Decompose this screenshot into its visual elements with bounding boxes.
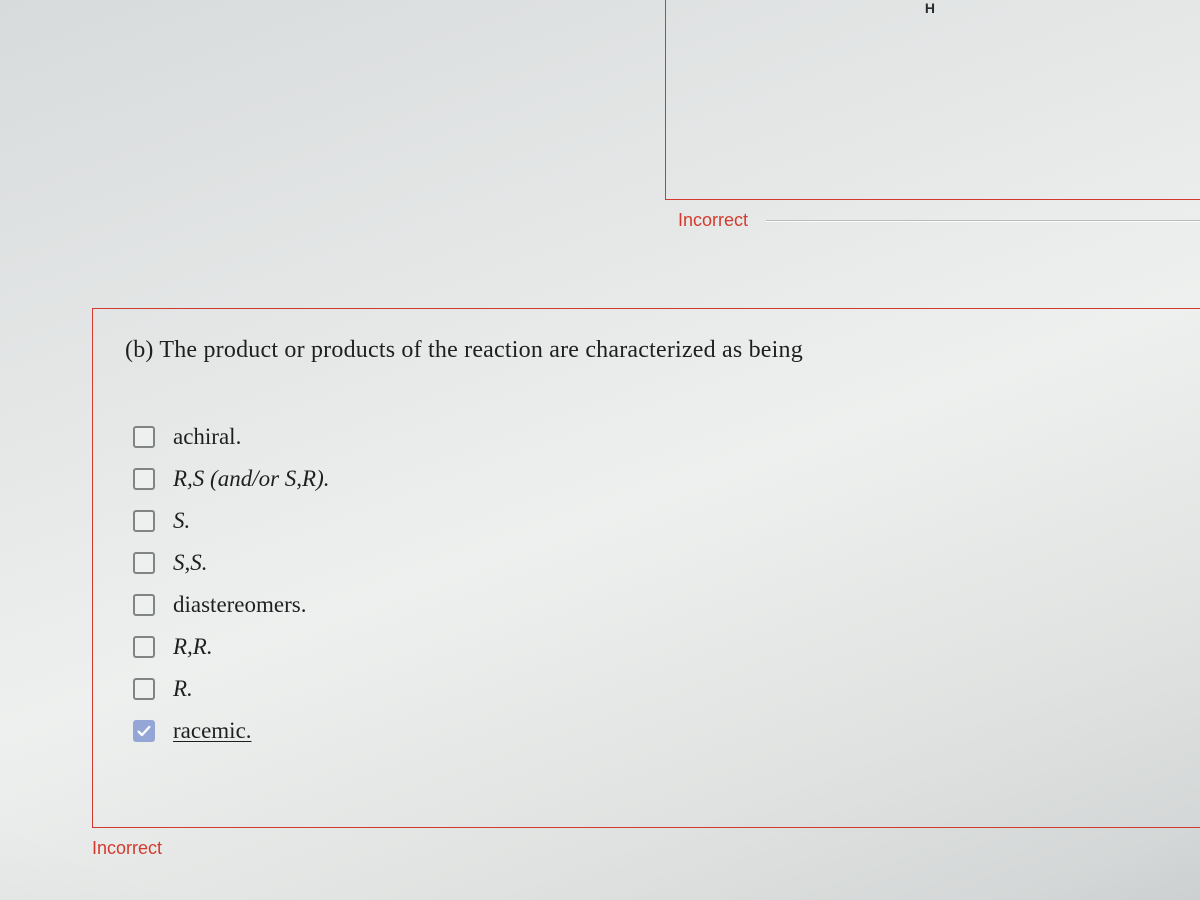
upper-incorrect-row: Incorrect xyxy=(678,210,1200,231)
option-label: R,R. xyxy=(173,634,213,660)
upper-incorrect-label: Incorrect xyxy=(678,210,748,231)
option-label: racemic. xyxy=(173,718,252,744)
option-row[interactable]: diastereomers. xyxy=(133,592,1168,618)
option-row[interactable]: S,S. xyxy=(133,550,1168,576)
option-label: diastereomers. xyxy=(173,592,306,618)
option-row[interactable]: achiral. xyxy=(133,424,1168,450)
checkbox-icon[interactable] xyxy=(133,720,155,742)
question-prefix: (b) xyxy=(125,337,159,363)
option-label: S. xyxy=(173,508,190,534)
checkbox-icon[interactable] xyxy=(133,468,155,490)
option-label: R,S (and/or S,R). xyxy=(173,466,330,492)
question-body: The product or products of the reaction … xyxy=(159,337,803,363)
question-text: (b) The product or products of the react… xyxy=(125,337,1168,364)
option-row[interactable]: R,S (and/or S,R). xyxy=(133,466,1168,492)
option-label: achiral. xyxy=(173,424,241,450)
atom-label-h: H xyxy=(925,0,935,16)
upper-incorrect-rule xyxy=(766,220,1200,222)
option-label: R. xyxy=(173,676,193,702)
checkbox-icon[interactable] xyxy=(133,678,155,700)
option-row[interactable]: R. xyxy=(133,676,1168,702)
checkbox-icon[interactable] xyxy=(133,594,155,616)
option-label: S,S. xyxy=(173,550,208,576)
upper-answer-panel: H xyxy=(665,0,1200,200)
checkbox-icon[interactable] xyxy=(133,552,155,574)
options-list: achiral. R,S (and/or S,R). S. S,S. diast xyxy=(133,424,1168,744)
option-row[interactable]: racemic. xyxy=(133,718,1168,744)
checkbox-icon[interactable] xyxy=(133,636,155,658)
checkbox-icon[interactable] xyxy=(133,426,155,448)
question-panel: (b) The product or products of the react… xyxy=(92,308,1200,828)
option-row[interactable]: R,R. xyxy=(133,634,1168,660)
lower-incorrect-label: Incorrect xyxy=(92,838,162,859)
option-row[interactable]: S. xyxy=(133,508,1168,534)
checkbox-icon[interactable] xyxy=(133,510,155,532)
